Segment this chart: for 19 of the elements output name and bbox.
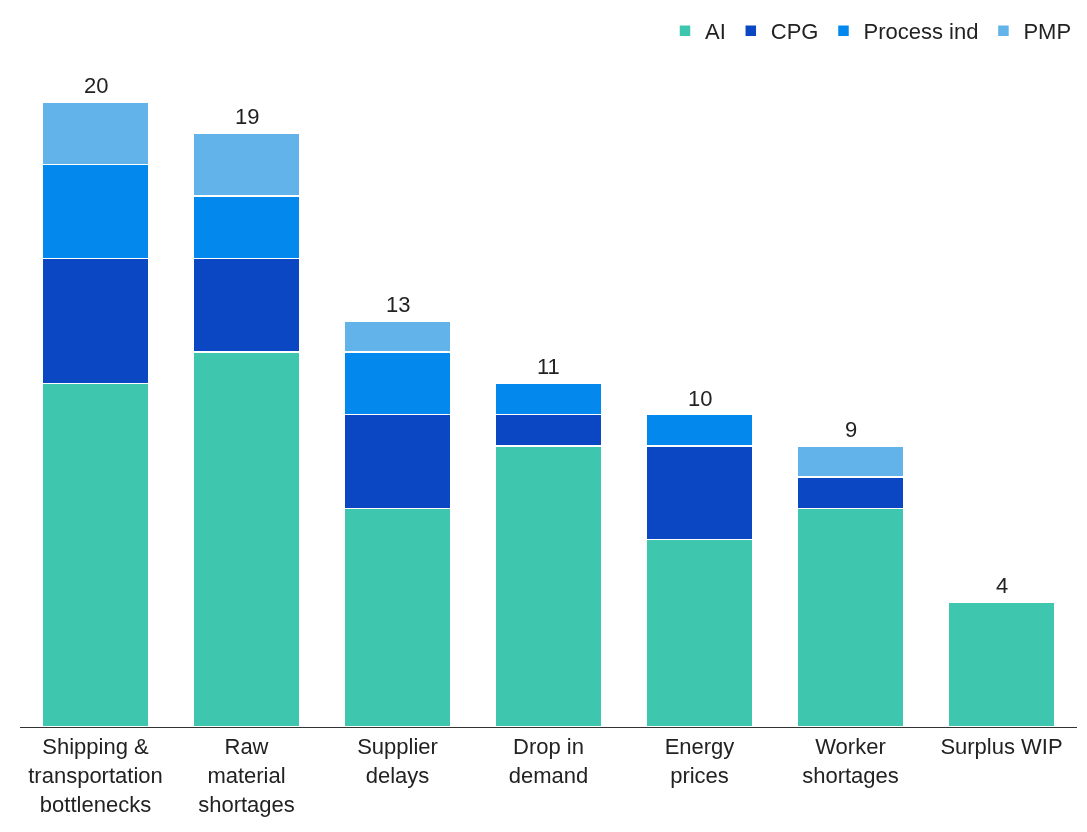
x-tick-label: Drop in demand [508, 734, 589, 788]
legend-label: AI [705, 19, 726, 45]
annotation: 4 [996, 573, 1009, 598]
legend-label: PMP [1023, 19, 1072, 45]
bar [947, 601, 1056, 727]
x-tick-label: Surplus WIP [940, 734, 1063, 760]
x-tick-label: Raw material shortages [198, 734, 295, 817]
x-tick-label: Shipping & transportation bottlenecks [28, 734, 163, 817]
annotation: 11 [537, 354, 560, 379]
annotation: 19 [235, 104, 260, 129]
annotation: 20 [84, 73, 109, 98]
annotation: 13 [386, 292, 411, 317]
annotation: 9 [845, 417, 858, 442]
legend-label: Process ind [863, 19, 979, 45]
legend-label: CPG [770, 19, 819, 45]
x-tick-label: Worker shortages [802, 734, 899, 788]
x-tick-label: Supplier delays [357, 734, 438, 788]
annotation: 10 [688, 386, 713, 411]
x-tick-label: Energy prices [664, 734, 735, 788]
